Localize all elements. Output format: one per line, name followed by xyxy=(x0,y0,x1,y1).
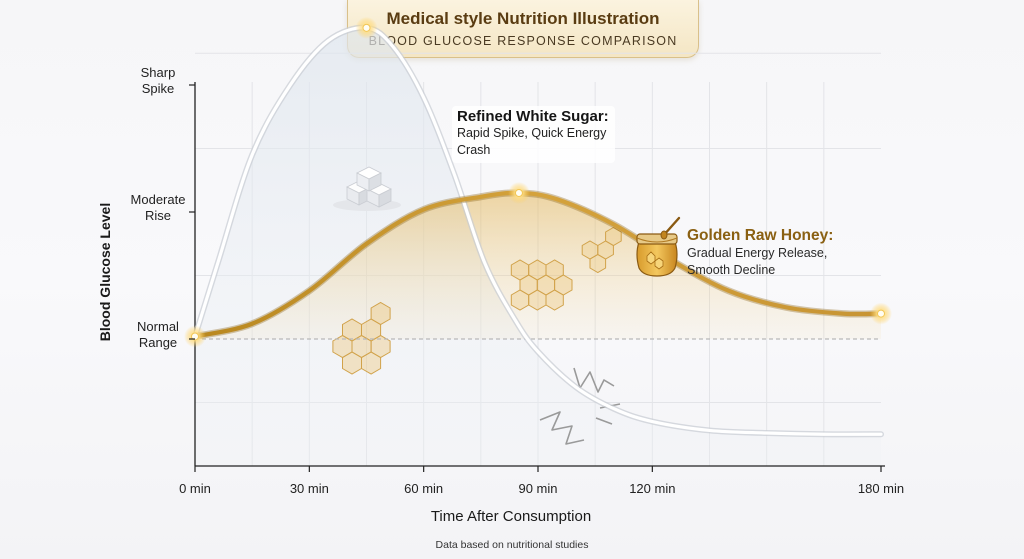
honeycomb-icon xyxy=(581,226,622,274)
honeycomb-icon xyxy=(510,259,573,311)
x-tick-label: 60 min xyxy=(404,481,443,496)
y-axis-label: Blood Glucose Level xyxy=(97,202,113,342)
honey-annotation: Golden Raw Honey: Gradual Energy Release… xyxy=(687,227,833,279)
sugar-annotation: Refined White Sugar: Rapid Spike, Quick … xyxy=(452,106,615,163)
honey-line xyxy=(192,190,884,339)
honeycomb-cell xyxy=(342,351,362,375)
honeycomb-icon xyxy=(332,301,391,375)
honey-annotation-line1: Gradual Energy Release, xyxy=(687,246,828,260)
source-note: Data based on nutritional studies xyxy=(435,539,589,551)
x-tick-label: 120 min xyxy=(629,481,675,496)
honey-area xyxy=(195,192,881,339)
sugar-cubes-icon xyxy=(333,166,401,211)
y-tick-label: Spike xyxy=(142,81,175,96)
honeycomb-cell xyxy=(545,289,564,311)
highlight-point xyxy=(877,309,885,318)
honeycomb-cell xyxy=(589,253,607,274)
y-tick-label: Moderate xyxy=(131,192,186,207)
axes xyxy=(194,82,885,467)
series-lines xyxy=(191,24,885,438)
sugar-annotation-line2: Crash xyxy=(457,143,491,157)
honeycomb-cell xyxy=(361,351,382,375)
honeycomb-cell xyxy=(605,226,622,247)
title-banner: Medical style Nutrition Illustration BLO… xyxy=(347,0,699,58)
area-fills xyxy=(195,27,881,467)
x-tick-label: 0 min xyxy=(179,481,211,496)
highlight-point xyxy=(191,332,199,341)
x-tick-label: 180 min xyxy=(858,481,904,496)
x-axis-label: Time After Consumption xyxy=(430,508,592,525)
sugar-area xyxy=(195,27,881,467)
highlight-point xyxy=(362,23,371,32)
highlight-points xyxy=(184,16,892,348)
highlight-point xyxy=(514,188,523,197)
honey-jar-icon xyxy=(636,216,681,277)
honeycomb-cell xyxy=(510,289,530,311)
sugar-annotation-title: Refined White Sugar: xyxy=(457,108,609,125)
sugar-annotation-line1: Rapid Spike, Quick Energy xyxy=(457,126,607,140)
sugar-line xyxy=(193,26,883,436)
y-tick-label: Range xyxy=(139,335,177,350)
tick-labels: 0 min 30 min 60 min 90 min 120 min 180 min Nor… xyxy=(131,65,905,496)
honey-annotation-title: Golden Raw Honey: xyxy=(687,227,834,244)
chart-subtitle: BLOOD GLUCOSE RESPONSE COMPARISON xyxy=(368,34,678,48)
y-tick-label: Rise xyxy=(145,208,171,223)
y-tick-label: Normal xyxy=(137,319,179,334)
y-tick-label: Sharp xyxy=(141,65,176,80)
x-tick-label: 90 min xyxy=(518,481,557,496)
honey-annotation-line2: Smooth Decline xyxy=(687,263,776,277)
chart-title: Medical style Nutrition Illustration xyxy=(386,9,660,28)
x-tick-label: 30 min xyxy=(290,481,329,496)
honeycomb-cell xyxy=(528,289,547,311)
honeycomb-cell xyxy=(370,301,391,326)
